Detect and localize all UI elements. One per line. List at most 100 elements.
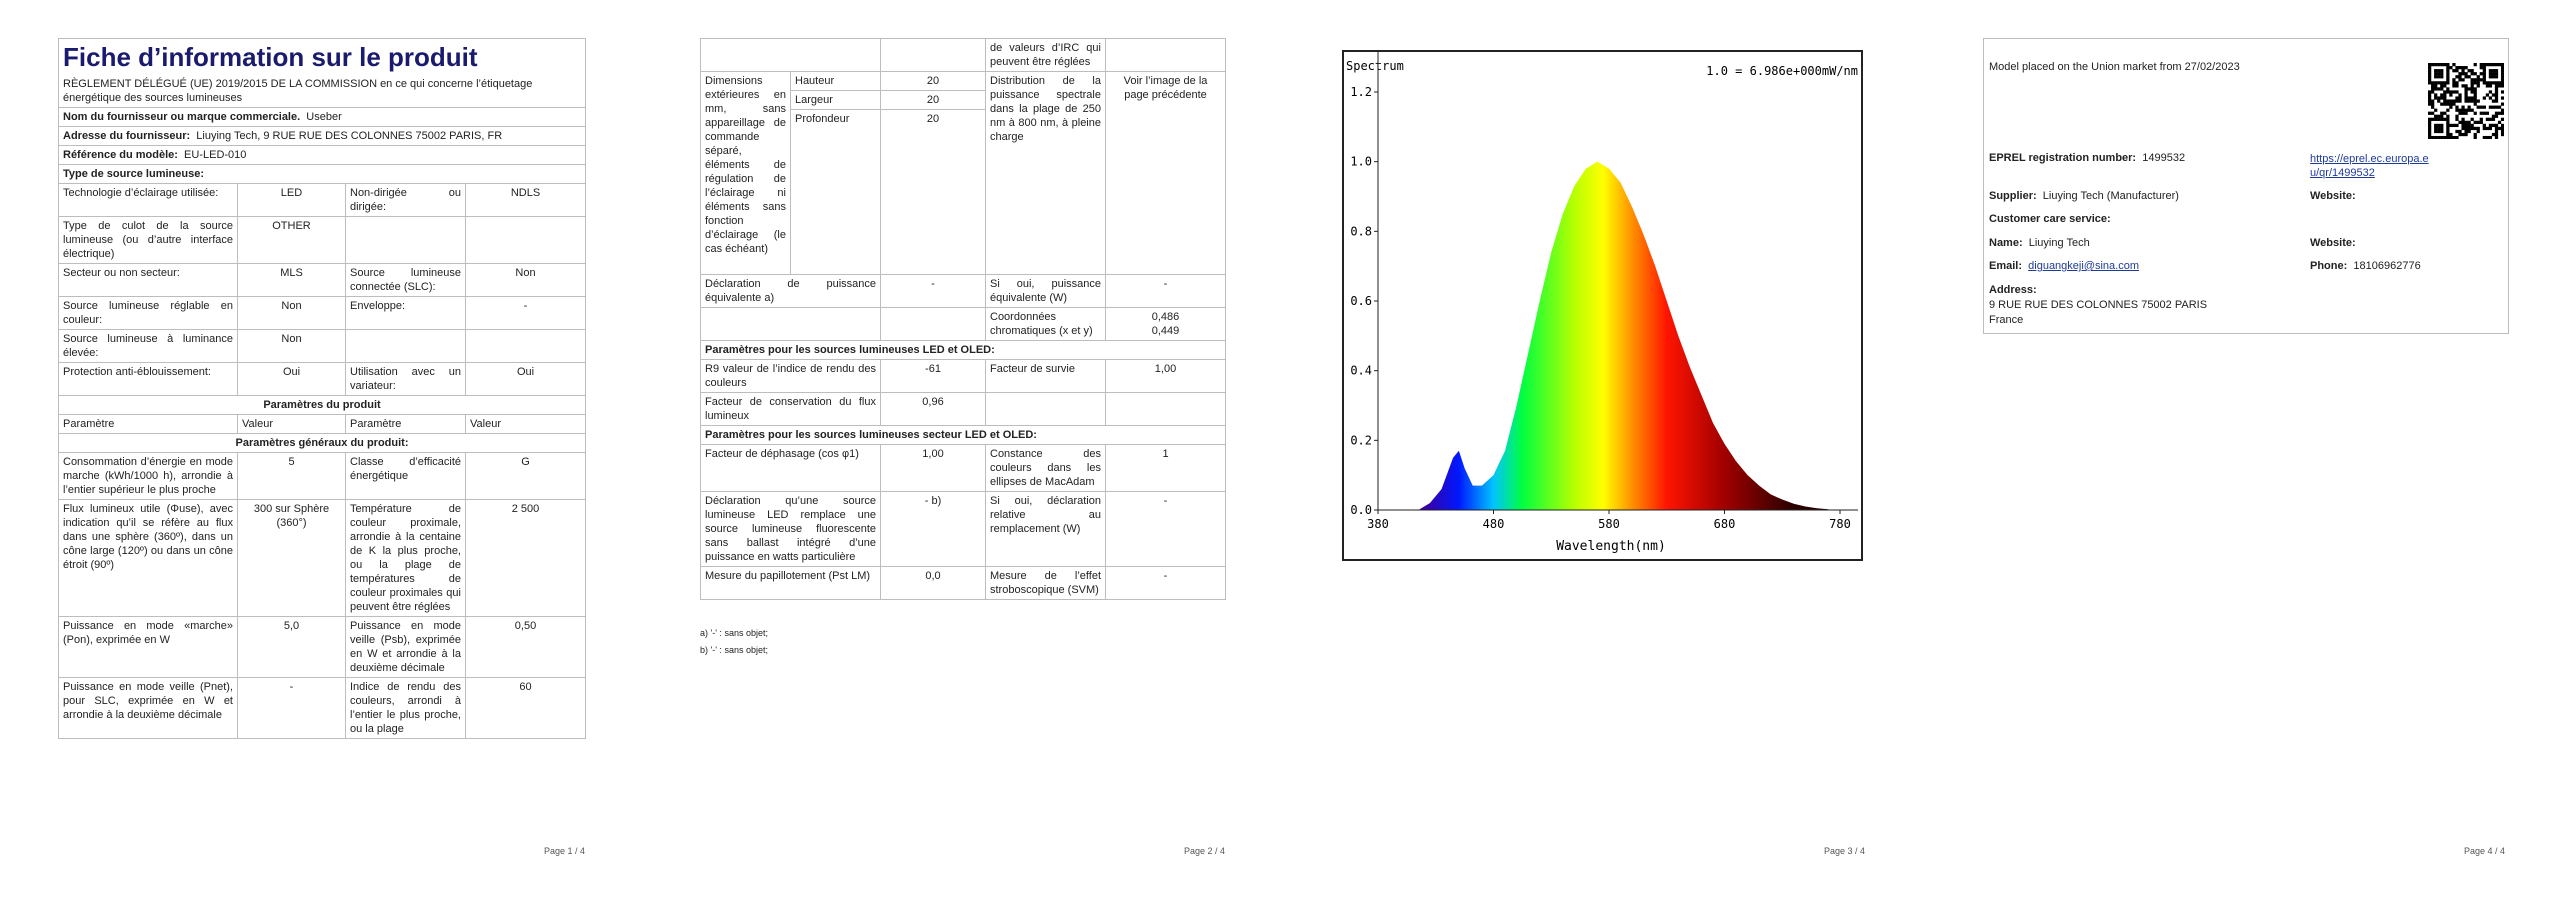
qr-module — [2431, 102, 2435, 106]
qr-module — [2464, 132, 2468, 137]
qr-module — [2446, 123, 2450, 128]
qr-module — [2488, 117, 2493, 121]
label: Website: — [2310, 237, 2356, 249]
qr-module — [2461, 111, 2465, 115]
page-number: Page 3 / 4 — [1823, 846, 1865, 856]
page-number: Page 2 / 4 — [1183, 846, 1225, 856]
cell: 5 — [237, 452, 346, 500]
qr-module — [2494, 87, 2499, 91]
qr-module — [2434, 63, 2438, 67]
qr-module — [2461, 69, 2465, 73]
qr-module — [2437, 96, 2441, 100]
qr-module — [2494, 93, 2499, 97]
qr-module — [2455, 69, 2459, 73]
qr-module — [2455, 135, 2459, 139]
qr-module — [2440, 69, 2444, 73]
qr-module — [2461, 117, 2465, 121]
qr-module — [2500, 123, 2504, 128]
footnote: a) '-' : sans objet; — [700, 628, 768, 638]
qr-module — [2434, 135, 2438, 139]
qr-module — [2455, 129, 2459, 134]
qr-module — [2476, 126, 2480, 131]
qr-module — [2455, 117, 2459, 121]
cell — [880, 38, 986, 72]
qr-module — [2458, 78, 2462, 82]
qr-module — [2482, 75, 2486, 79]
cell: - — [465, 296, 586, 330]
qr-module — [2428, 102, 2432, 106]
dimension-row: Profondeur 20 — [701, 109, 1226, 275]
qr-module — [2464, 96, 2468, 100]
qr-module — [2470, 72, 2474, 76]
heading-row: Type de source lumineuse: — [58, 164, 586, 184]
email-link[interactable]: diguangkeji@sina.com — [2028, 260, 2139, 272]
y-tick-label: 0.0 — [1350, 503, 1372, 517]
qr-code — [2428, 63, 2504, 139]
qr-module — [2470, 90, 2474, 94]
qr-module — [2440, 96, 2444, 100]
qr-module — [2482, 66, 2486, 70]
eprel-link[interactable]: https://eprel.ec.europa.eu/qr/1499532 — [2310, 153, 2429, 179]
qr-module — [2494, 84, 2499, 88]
qr-module — [2473, 102, 2477, 106]
header-row: Paramètre Valeur Paramètre Valeur — [58, 414, 586, 434]
qr-module — [2446, 72, 2450, 76]
qr-module — [2473, 111, 2477, 115]
qr-module — [2440, 87, 2444, 91]
cell: Source lumineuse connectée (SLC): — [345, 263, 466, 297]
qr-module — [2449, 135, 2453, 139]
qr-module — [2452, 81, 2456, 85]
qr-module — [2482, 81, 2486, 85]
qr-module — [2428, 123, 2432, 128]
cell — [1105, 38, 1226, 72]
y-tick-label: 0.8 — [1350, 224, 1372, 238]
qr-module — [2464, 129, 2468, 134]
qr-module — [2473, 120, 2477, 124]
qr-module — [2494, 72, 2499, 76]
cell: Protection anti-éblouissement: — [58, 362, 238, 396]
qr-module — [2476, 78, 2480, 82]
qr-module — [2470, 117, 2474, 121]
qr-module — [2431, 87, 2435, 91]
qr-module — [2440, 114, 2444, 118]
qr-module — [2491, 93, 2496, 97]
qr-module — [2455, 84, 2459, 88]
cell: 1 — [1105, 444, 1226, 492]
cell: 0,96 — [880, 392, 986, 426]
qr-module — [2428, 96, 2432, 100]
qr-module — [2488, 96, 2493, 100]
qr-module — [2464, 84, 2468, 88]
label: Référence du modèle: — [63, 149, 178, 161]
qr-module — [2479, 63, 2483, 67]
qr-module — [2428, 126, 2432, 131]
cell: Paramètres généraux du produit: — [58, 433, 586, 453]
qr-module — [2464, 111, 2468, 115]
qr-module — [2467, 126, 2471, 131]
table-row: Déclaration de puissance équivalente a) -… — [700, 274, 1226, 308]
cell: 0,50 — [465, 616, 586, 678]
y-tick-label: 0.4 — [1350, 364, 1372, 378]
qr-module — [2437, 126, 2441, 131]
qr-module — [2452, 123, 2456, 128]
qr-module — [2500, 102, 2504, 106]
cell: Non — [237, 329, 346, 363]
qr-module — [2434, 126, 2438, 131]
cell: - — [237, 677, 346, 739]
qr-module — [2473, 81, 2477, 85]
qr-module — [2446, 87, 2450, 91]
label: Website: — [2310, 190, 2356, 202]
info-row: Adresse du fournisseur: Liuying Tech, 9 … — [58, 126, 586, 146]
qr-module — [2437, 81, 2441, 85]
qr-module — [2449, 105, 2453, 109]
cell: - — [880, 274, 986, 308]
qr-module — [2485, 135, 2489, 139]
label: Customer care service: — [1989, 213, 2111, 225]
qr-module — [2497, 120, 2502, 124]
qr-module — [2470, 123, 2474, 128]
cell — [465, 329, 586, 363]
qr-module — [2443, 81, 2447, 85]
qr-module — [2476, 120, 2480, 124]
qr-module — [2473, 96, 2477, 100]
qr-module — [2452, 102, 2456, 106]
qr-module — [2434, 81, 2438, 85]
